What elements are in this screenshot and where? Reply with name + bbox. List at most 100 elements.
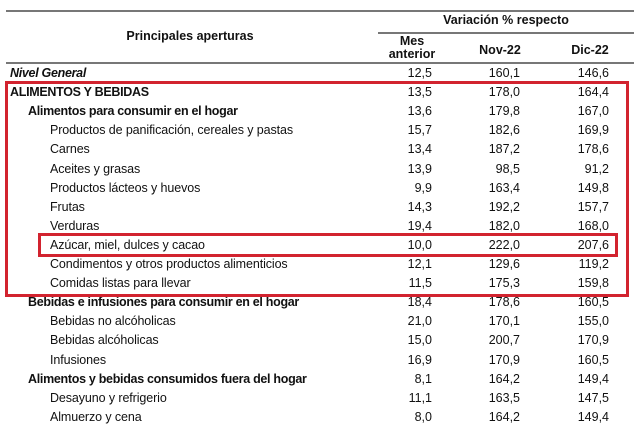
row-value: 13,9 [407,161,432,176]
row-label: Bebidas no alcóholicas [50,314,176,329]
row-value: 21,0 [407,314,432,329]
table-row: Bebidas e infusiones para consumir en el… [0,293,642,312]
row-value: 16,9 [407,352,432,367]
row-value: 11,1 [408,390,432,405]
row-label: Condimentos y otros productos alimentici… [50,257,288,271]
highlight-box-alimentos [5,81,629,297]
table-row: Bebidas alcóholicas 15,0 200,7 170,9 [0,331,642,350]
row-label: Verduras [50,218,100,233]
row-label: Almuerzo y cena [50,409,142,424]
row-value: 18,4 [407,295,432,310]
column-header-nov-22: Nov-22 [479,43,521,57]
row-label: Alimentos para consumir en el hogar [28,104,238,119]
row-value: 13,4 [407,142,432,157]
row-label: Nivel General [10,66,87,80]
row-value: 178,0 [488,85,520,100]
row-value: 9,9 [414,180,432,195]
group-rule [378,32,634,34]
row-value: 222,0 [488,237,520,252]
table-row: Alimentos y bebidas consumidos fuera del… [0,370,642,389]
table-row: Productos lácteos y huevos 9,9 163,4 149,8 [0,179,642,198]
row-value: 12,5 [407,66,432,80]
row-value: 163,4 [488,180,520,195]
top-rule [6,10,634,12]
row-label: Infusiones [50,352,106,367]
row-label: Aceites y grasas [50,161,141,176]
table-row: Desayuno y refrigerio 11,1 163,5 147,5 [0,389,642,408]
row-label: Desayuno y refrigerio [50,390,167,405]
row-value: 160,1 [488,66,520,80]
row-value: 170,9 [488,352,520,367]
row-label: Comidas listas para llevar [50,276,191,291]
table-row: Verduras 19,4 182,0 168,0 [0,217,642,236]
row-label: Azúcar, miel, dulces y cacao [50,237,205,252]
row-value: 160,5 [577,352,609,367]
row-value: 13,5 [407,85,432,100]
row-value: 149,8 [577,180,609,195]
row-label: Carnes [50,142,90,157]
row-value: 163,5 [488,390,520,405]
row-value: 149,4 [577,409,609,424]
row-value: 98,5 [495,161,520,176]
table-row: Bebidas no alcóholicas 21,0 170,1 155,0 [0,312,642,331]
row-value: 200,7 [488,333,520,348]
table-row: Almuerzo y cena 8,0 164,2 149,4 [0,408,642,427]
table-row: Carnes 13,4 187,2 178,6 [0,140,642,159]
row-value: 147,5 [577,390,609,405]
row-value: 160,5 [577,295,609,310]
row-value: 14,3 [407,199,432,214]
table-row: Infusiones 16,9 170,9 160,5 [0,351,642,370]
row-value: 187,2 [488,142,520,157]
row-value: 12,1 [407,257,432,271]
row-value: 15,0 [407,333,432,348]
row-value: 157,7 [577,199,609,214]
row-value: 169,9 [577,123,609,138]
row-value: 167,0 [577,104,609,119]
row-label: Bebidas alcóholicas [50,333,159,348]
row-value: 159,8 [577,276,609,291]
row-value: 8,1 [414,371,432,386]
row-value: 178,6 [577,142,609,157]
row-value: 164,2 [488,371,520,386]
row-label: Productos lácteos y huevos [50,180,201,195]
header-rule [6,62,634,64]
row-value: 10,0 [407,237,432,252]
row-value: 170,1 [488,314,520,329]
row-value: 8,0 [414,409,432,424]
row-value: 178,6 [488,295,520,310]
column-header-mes-anterior: Mes anterior [388,34,436,61]
row-label: Bebidas e infusiones para consumir en el… [28,295,299,310]
row-value: 149,4 [577,371,609,386]
row-value: 170,9 [577,333,609,348]
row-value: 11,5 [408,276,432,291]
row-value: 19,4 [407,218,432,233]
column-group-header: Variación % respecto [443,13,569,27]
row-value: 146,6 [577,66,609,80]
highlight-box-azucar [38,233,618,257]
row-value: 164,2 [488,409,520,424]
row-value: 182,6 [488,123,520,138]
row-value: 175,3 [488,276,520,291]
row-label: Productos de panificación, cereales y pa… [50,123,293,138]
row-value: 15,7 [407,123,432,138]
row-value: 179,8 [488,104,520,119]
row-value: 192,2 [488,199,520,214]
row-label: ALIMENTOS Y BEBIDAS [10,85,149,100]
row-value: 164,4 [577,85,609,100]
row-value: 155,0 [577,314,609,329]
row-value: 119,2 [578,257,609,271]
table-row: Comidas listas para llevar 11,5 175,3 159,8 [0,274,642,293]
table-row: ALIMENTOS Y BEBIDAS 13,5 178,0 164,4 [0,83,642,102]
row-value: 13,6 [407,104,432,119]
table-row: Aceites y grasas 13,9 98,5 91,2 [0,160,642,179]
row-label: Frutas [50,199,85,214]
table-row: Condimentos y otros productos alimentici… [0,255,642,274]
row-value: 129,6 [488,257,520,271]
row-label: Alimentos y bebidas consumidos fuera del… [28,371,307,386]
column-header-dic-22: Dic-22 [571,43,609,57]
table-row: Nivel General 12,5 160,1 146,6 [0,64,642,83]
row-value: 207,6 [577,237,609,252]
column-header-aperturas: Principales aperturas [126,29,254,43]
table-row: Frutas 14,3 192,2 157,7 [0,198,642,217]
table-row: Alimentos para consumir en el hogar 13,6 1… [0,102,642,121]
